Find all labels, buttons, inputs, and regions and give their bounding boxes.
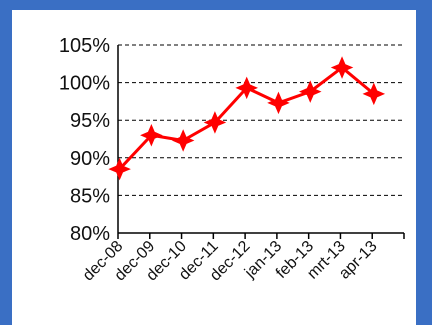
y-tick-labels: 80% 85% 90% 95% 100% 105% — [59, 35, 110, 245]
data-point — [140, 123, 163, 147]
data-point — [298, 80, 322, 103]
y-tick-label: 85% — [70, 185, 110, 207]
y-tick-label: 105% — [59, 35, 110, 57]
data-point — [330, 56, 354, 79]
x-tick-labels: dec-08dec-09dec-10dec-11dec-12jan-13feb-… — [80, 238, 381, 285]
data-point — [108, 157, 131, 181]
y-tick-label: 95% — [70, 110, 110, 132]
data-point — [267, 91, 290, 115]
data-point — [171, 129, 195, 152]
y-tick-label: 80% — [70, 223, 110, 245]
data-point — [203, 111, 227, 134]
data-point — [235, 76, 258, 100]
data-point — [362, 82, 386, 106]
y-tick-label: 90% — [70, 148, 110, 170]
chart-panel — [12, 10, 416, 325]
series-markers — [108, 56, 386, 181]
axes — [117, 45, 405, 239]
y-tick-label: 100% — [59, 73, 110, 95]
gridlines — [118, 44, 404, 196]
